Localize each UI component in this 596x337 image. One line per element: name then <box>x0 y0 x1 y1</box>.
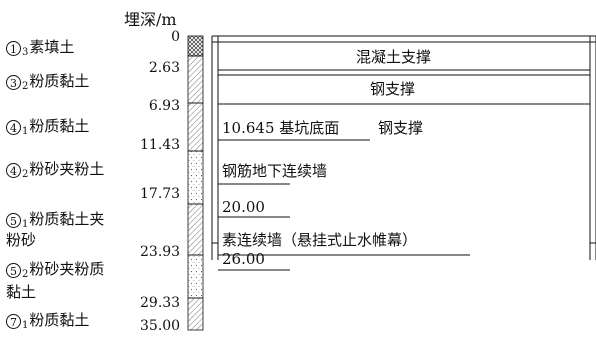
soil-layer-label: 4 1粉质黏土 <box>6 119 89 137</box>
soil-layer-label: 1 3素填土 <box>6 40 74 58</box>
label-underlines <box>212 139 596 271</box>
soil-layer-label: 3 2粉质黏土 <box>6 74 89 92</box>
pit-bottom-label: 10.645 基坑底面 <box>222 119 340 137</box>
soil-layer-fill <box>187 150 204 205</box>
struts <box>217 69 591 107</box>
steel-strut-label-2: 钢支撑 <box>378 119 424 137</box>
soil-layer-fill <box>187 297 204 331</box>
soil-layer-label: 4 2粉砂夹粉土 <box>6 162 104 180</box>
soil-layer-label-cont: 黏土 <box>6 283 37 301</box>
rc-wall-label: 钢筋地下连续墙 <box>222 162 328 180</box>
concrete-strut <box>217 69 591 76</box>
plain-wall-label: 素连续墙（悬挂式止水帷幕） <box>222 231 418 249</box>
depth-tick: 11.43 <box>140 137 181 153</box>
depth-tick: 0 <box>171 29 180 45</box>
soil-layer-label: 5 1粉质黏土夹 <box>6 212 104 230</box>
depth-tick: 17.73 <box>140 186 181 202</box>
soil-layer-fill <box>187 203 204 256</box>
plain-wall-bottom-depth: 26.00 <box>222 250 265 268</box>
soil-layer-label-cont: 粉砂 <box>6 231 37 249</box>
wall-bottom-depth: 20.00 <box>222 198 265 216</box>
soil-layer-label: 7 1粉质黏土 <box>6 313 89 331</box>
soil-layer-fill <box>187 35 204 57</box>
soil-layer-fill <box>187 254 204 299</box>
depth-tick: 2.63 <box>148 60 180 76</box>
soil-layer-fill <box>187 102 204 152</box>
depth-header: 埋深/m <box>124 10 177 29</box>
soil-layer-fill <box>187 55 204 104</box>
depth-tick: 23.93 <box>140 244 181 260</box>
soil-column <box>187 35 204 331</box>
depth-tick: 35.00 <box>140 318 181 334</box>
depth-tick: 6.93 <box>148 98 180 114</box>
soil-layer-label: 5 2粉砂夹粉质 <box>6 262 104 280</box>
steel-strut-label: 钢支撑 <box>370 80 416 98</box>
depth-tick: 29.33 <box>140 295 181 311</box>
concrete-strut-label: 混凝土支撑 <box>356 48 432 66</box>
